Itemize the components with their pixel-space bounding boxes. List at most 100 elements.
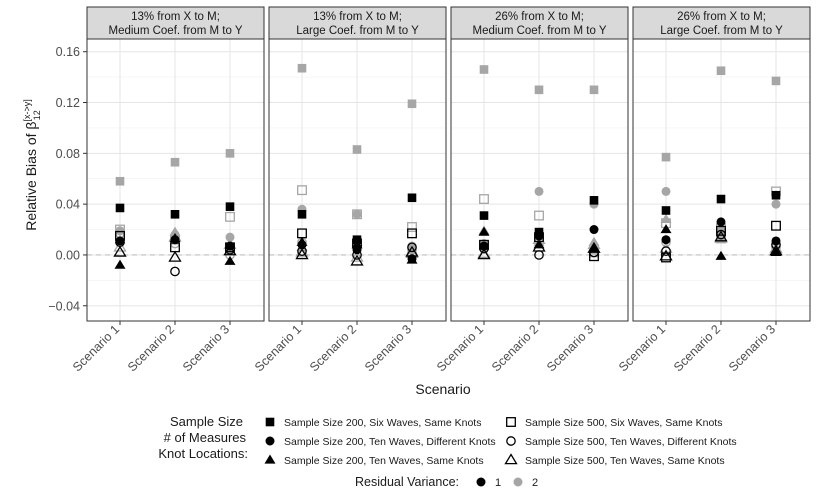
data-point	[479, 241, 489, 251]
facet-panel-4: 26% from X to M;Large Coef. from M to YS…	[616, 6, 811, 374]
legend-item: Sample Size 500, Ten Waves, Different Kn…	[506, 436, 737, 448]
data-point	[716, 194, 726, 204]
residual-variance-item: 1	[476, 477, 501, 489]
data-point	[297, 228, 307, 239]
facet-title-line-1: 13% from X to M;	[131, 11, 220, 23]
data-point	[114, 259, 126, 269]
residual-variance-label: 1	[495, 477, 501, 489]
data-point	[352, 209, 362, 219]
data-point	[479, 65, 489, 74]
data-point	[479, 194, 489, 205]
data-point	[225, 202, 235, 211]
data-point	[115, 230, 125, 241]
y-axis-title: Relative Bias of β[x->y]12	[22, 99, 42, 231]
data-point	[170, 266, 180, 277]
data-point	[716, 229, 726, 240]
data-point	[350, 250, 364, 262]
data-point	[659, 249, 673, 261]
data-point	[170, 157, 180, 167]
data-point	[407, 222, 417, 232]
legend-key-square	[506, 417, 516, 427]
facet-strip	[632, 6, 811, 40]
data-point	[661, 186, 671, 196]
legend-title-line-3: Knot Locations:	[158, 446, 248, 461]
data-point	[406, 254, 418, 264]
data-point	[350, 254, 364, 266]
data-point	[115, 176, 125, 186]
y-tick-label: 0.00	[56, 248, 80, 262]
facet-title-line-1: 26% from X to M;	[677, 11, 766, 23]
y-tick-label: 0.04	[56, 198, 80, 212]
legend: Sample Size # of Measures Knot Locations…	[158, 414, 736, 489]
data-point	[296, 236, 308, 246]
legend-key-triangle	[264, 454, 276, 464]
data-point	[661, 235, 671, 245]
legend-label: Sample Size 500, Six Waves, Same Knots	[525, 417, 722, 429]
data-point	[714, 230, 728, 242]
legend-key-circle	[506, 436, 516, 446]
data-point	[479, 243, 489, 254]
residual-variance-title: Residual Variance:	[355, 475, 459, 489]
data-point	[351, 239, 363, 249]
facet-strip	[86, 6, 265, 40]
data-point	[661, 206, 671, 215]
legend-title-line-2: # of Measures	[164, 430, 247, 445]
data-point	[115, 226, 125, 236]
facet-title-line-1: 26% from X to M;	[495, 11, 584, 23]
data-point	[532, 240, 546, 252]
data-point	[407, 242, 417, 253]
y-tick-label: −0.04	[48, 299, 80, 313]
facet-panel-3: 26% from X to M; Medium Coef. from M to Y…	[434, 6, 629, 374]
data-point	[297, 63, 307, 73]
legend-label: Sample Size 200, Ten Waves, Same Knots	[284, 455, 484, 467]
data-point	[479, 211, 489, 220]
data-point	[407, 245, 417, 255]
legend-label: Sample Size 200, Six Waves, Same Knots	[284, 417, 481, 429]
legend-item: Sample Size 500, Ten Waves, Same Knots	[504, 453, 725, 467]
data-point	[478, 226, 490, 236]
data-point	[115, 203, 125, 213]
facet-title-line-2: Large Coef. from M to Y	[296, 25, 419, 37]
facet-title-line-2: Large Coef. from M to Y	[660, 25, 783, 37]
data-point	[225, 211, 235, 222]
data-point	[587, 241, 601, 253]
data-point	[715, 250, 727, 260]
data-point	[771, 220, 781, 231]
data-point	[771, 239, 781, 250]
data-point	[771, 76, 781, 86]
data-point	[224, 255, 236, 265]
data-point	[407, 99, 417, 109]
data-point	[407, 193, 417, 203]
data-point	[225, 149, 235, 158]
data-point	[352, 209, 362, 220]
data-point	[295, 245, 309, 257]
data-point	[115, 224, 125, 235]
data-point	[297, 246, 307, 256]
legend-key-square	[265, 417, 275, 427]
data-point	[407, 228, 417, 239]
data-point	[297, 185, 307, 196]
legend-label: Sample Size 500, Ten Waves, Different Kn…	[525, 436, 737, 448]
facet-strip	[450, 6, 629, 40]
data-point	[297, 209, 307, 219]
y-tick-label: 0.16	[56, 45, 80, 59]
facet-title-line-1: 13% from X to M;	[313, 11, 402, 23]
legend-key-circle	[265, 436, 275, 446]
y-axis: −0.04 0.00 0.04 0.08 0.12 0.16	[48, 45, 87, 313]
data-point	[534, 210, 544, 221]
legend-title-line-1: Sample Size	[170, 414, 243, 429]
data-point	[771, 190, 781, 200]
x-axis-title: Scenario	[415, 381, 470, 397]
data-point	[771, 199, 781, 209]
data-point	[170, 209, 180, 219]
data-point	[352, 238, 362, 249]
facet-panel-2: 13% from X to M;Large Coef. from M to YS…	[252, 6, 447, 374]
legend-item: Sample Size 500, Six Waves, Same Knots	[506, 417, 722, 429]
data-point	[716, 217, 726, 227]
legend-label: Sample Size 200, Ten Waves, Different Kn…	[284, 436, 496, 448]
residual-variance-item: 2	[513, 477, 538, 489]
legend-item: Sample Size 200, Six Waves, Same Knots	[265, 417, 481, 429]
data-point	[660, 224, 672, 234]
data-point	[534, 85, 544, 95]
